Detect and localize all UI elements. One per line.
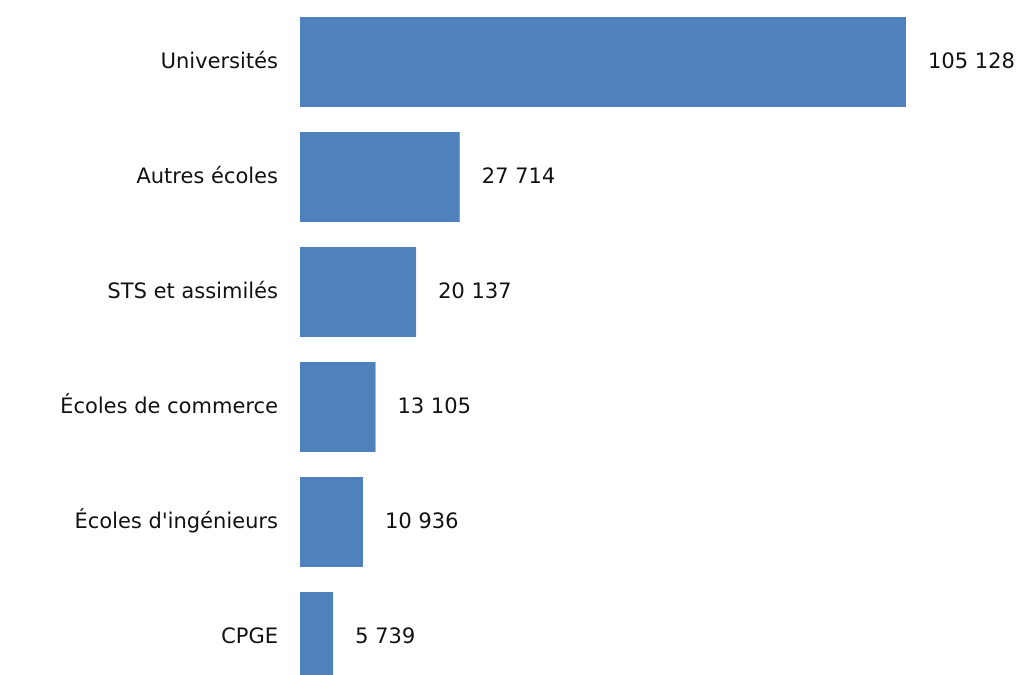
value-label: 5 739	[355, 624, 415, 648]
value-label: 10 936	[385, 509, 458, 533]
value-label: 20 137	[438, 279, 511, 303]
bar	[300, 362, 376, 452]
category-label: Écoles de commerce	[60, 393, 278, 418]
bar	[300, 17, 906, 107]
bar	[300, 592, 334, 675]
category-label: Autres écoles	[136, 164, 278, 188]
category-label: STS et assimilés	[107, 279, 278, 303]
category-label: Universités	[161, 49, 278, 73]
bar	[300, 247, 417, 337]
value-label: 27 714	[482, 164, 555, 188]
value-label: 105 128	[928, 49, 1015, 73]
category-label: CPGE	[221, 624, 278, 648]
bar	[300, 132, 460, 222]
category-label: Écoles d'ingénieurs	[75, 508, 278, 533]
bar	[300, 477, 364, 567]
value-label: 13 105	[398, 394, 471, 418]
